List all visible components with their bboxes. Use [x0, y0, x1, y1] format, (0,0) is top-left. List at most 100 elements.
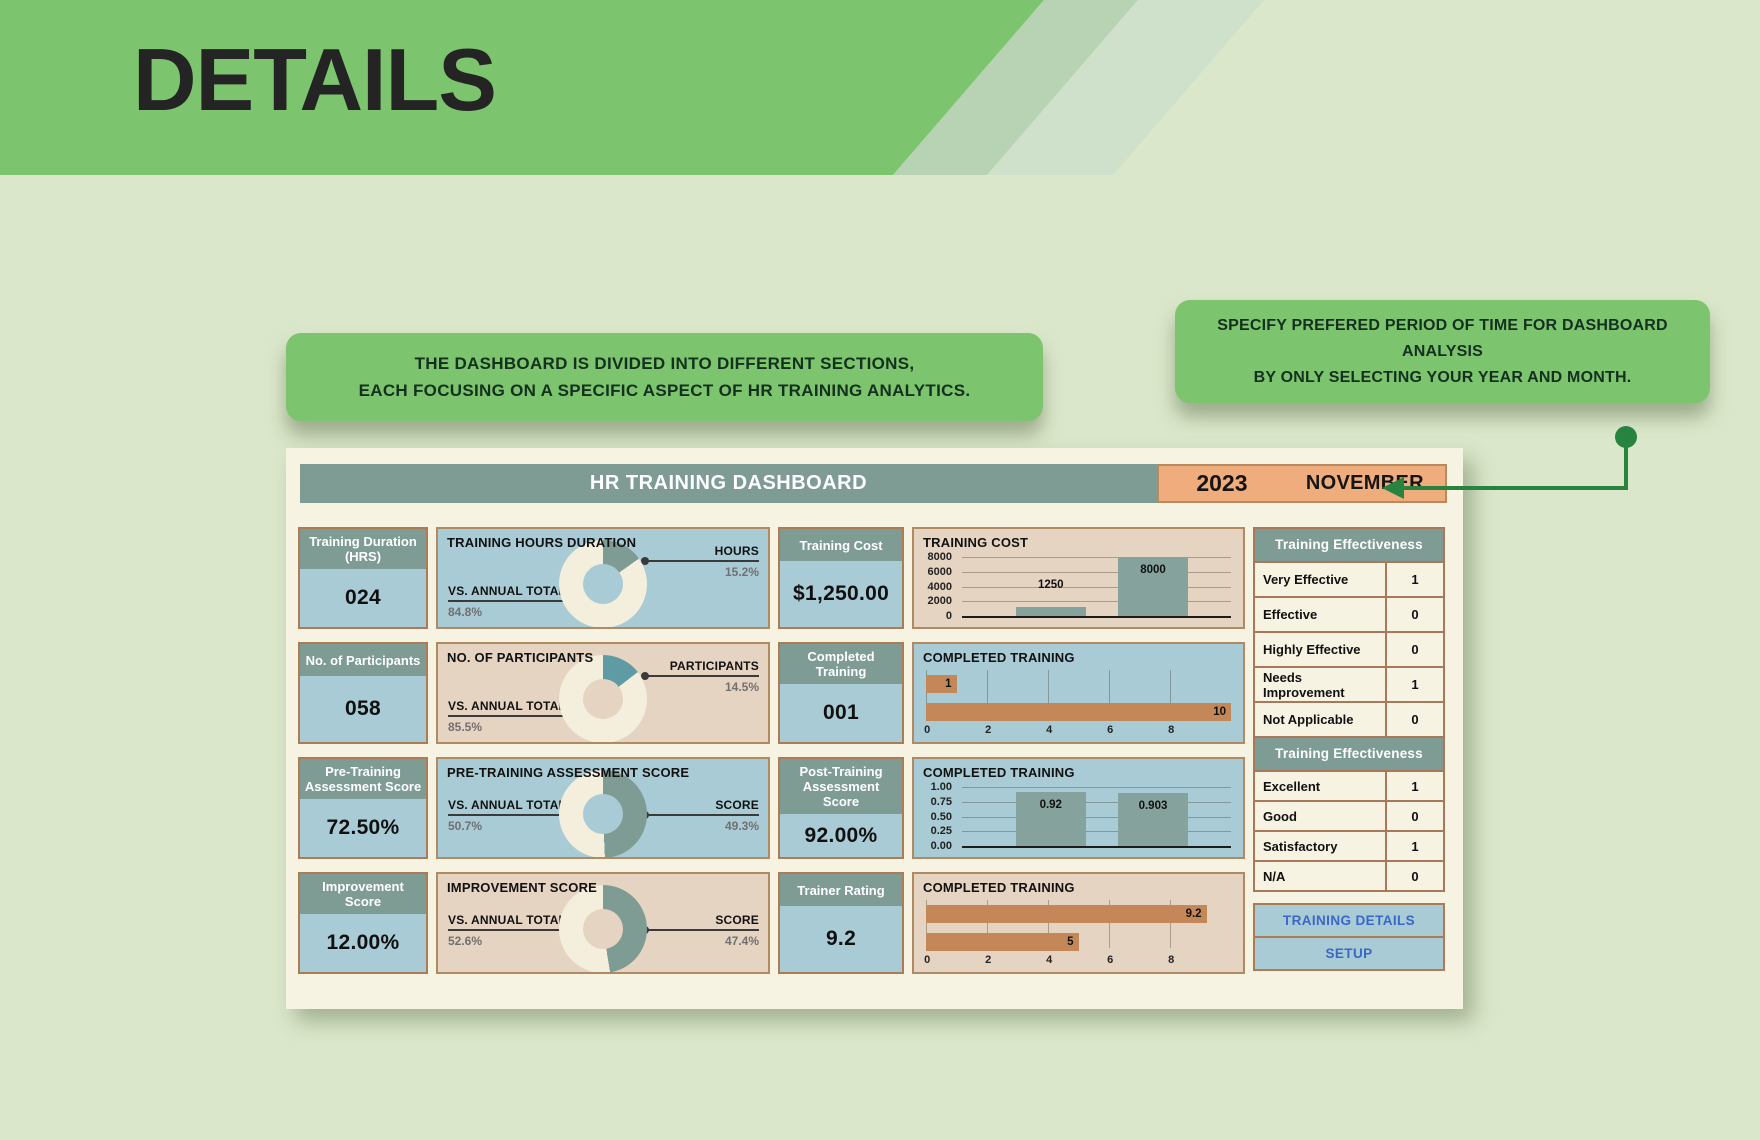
- table-row: Needs Improvement 1: [1255, 666, 1443, 701]
- table-header: Training Effectiveness: [1255, 738, 1443, 770]
- page-title: DETAILS: [133, 30, 497, 129]
- chart-completed-training-2: COMPLETED TRAINING 1.00 0.75 0.50 0.25 0.00 …: [912, 757, 1245, 859]
- connector-horizontal-line: [1398, 486, 1628, 490]
- kpi-completed-training: Completed Training 001: [778, 642, 904, 744]
- leader-dot-icon: [640, 557, 649, 565]
- kpi-label: Post-Training Assessment Score: [780, 759, 902, 814]
- table-row: Not Applicable 0: [1255, 701, 1443, 736]
- kpi-value: 92.00%: [804, 823, 878, 847]
- donut-callout-hours: HOURS 15.2%: [640, 544, 759, 579]
- dashboard-title: HR TRAINING DASHBOARD: [300, 464, 1157, 503]
- table-row: Excellent 1: [1255, 770, 1443, 800]
- kpi-label: Pre-Training Assessment Score: [300, 759, 426, 799]
- chart-title: IMPROVEMENT SCORE: [447, 880, 598, 895]
- kpi-label: Trainer Rating: [780, 874, 902, 906]
- kpi-training-cost: Training Cost $ 1,250.00: [778, 527, 904, 629]
- leader-dot-icon: [640, 672, 649, 680]
- y-axis: 8000 6000 4000 2000 0: [927, 551, 952, 622]
- connector-dot: [1615, 426, 1637, 448]
- donut-callout-participants: PARTICIPANTS 14.5%: [640, 659, 759, 694]
- month-select[interactable]: NOVEMBER: [1305, 472, 1424, 494]
- dashboard-body: Training Duration (HRS) 024 TRAINING HOU…: [298, 527, 1445, 974]
- kpi-value: 058: [345, 697, 381, 720]
- chart-training-cost: TRAINING COST 8000 6000 4000 2000 0 1250 8000: [912, 527, 1245, 629]
- callout-left-line2: EACH FOCUSING ON A SPECIFIC ASPECT OF HR…: [358, 381, 971, 400]
- currency-symbol: $: [793, 582, 805, 605]
- donut-chart: [559, 885, 647, 972]
- kpi-value: 024: [345, 586, 381, 609]
- setup-button[interactable]: SETUP: [1255, 936, 1443, 969]
- table-row: Highly Effective 0: [1255, 631, 1443, 666]
- kpi-value: 9.2: [825, 927, 857, 950]
- action-buttons: TRAINING DETAILS SETUP: [1253, 903, 1445, 971]
- kpi-value: 72.50%: [326, 816, 400, 839]
- kpi-trainer-rating: Trainer Rating 9.2: [778, 872, 904, 974]
- table-row: N/A 0: [1255, 860, 1443, 890]
- table-header: Training Effectiveness: [1255, 529, 1443, 561]
- table-row: Very Effective 1: [1255, 561, 1443, 596]
- donut-chart: [559, 540, 647, 627]
- chart-title: COMPLETED TRAINING: [923, 765, 1075, 780]
- training-effectiveness-table-2: Training Effectiveness Excellent 1 Good …: [1253, 738, 1445, 892]
- chart-title: PRE-TRAINING ASSESSMENT SCORE: [447, 765, 690, 780]
- y-axis: 1.00 0.75 0.50 0.25 0.00: [930, 781, 952, 852]
- kpi-label: No. of Participants: [300, 644, 426, 676]
- chart-title: TRAINING COST: [923, 535, 1029, 550]
- hr-training-dashboard-panel: HR TRAINING DASHBOARD 2023 NOVEMBER Trai…: [286, 448, 1463, 1009]
- donut-callout-annual-total: VS. ANNUAL TOTAL 52.6%: [448, 913, 574, 948]
- chart-title: NO. OF PARTICIPANTS: [447, 650, 594, 665]
- chart-participants: NO. OF PARTICIPANTS PARTICIPANTS 14.5% V…: [436, 642, 770, 744]
- plot-area: 1 10: [926, 670, 1231, 721]
- donut-chart: [559, 770, 647, 857]
- kpi-label: Training Cost: [780, 529, 902, 561]
- top-banner: [0, 0, 1760, 175]
- table-row: Effective 0: [1255, 596, 1443, 631]
- connector-vertical-line: [1624, 440, 1628, 490]
- callout-dashboard-sections: THE DASHBOARD IS DIVIDED INTO DIFFERENT …: [286, 333, 1043, 421]
- dashboard-header: HR TRAINING DASHBOARD 2023 NOVEMBER: [300, 464, 1447, 503]
- chart-improvement-score: IMPROVEMENT SCORE SCORE 47.4% VS. ANNUAL…: [436, 872, 770, 974]
- kpi-label: Improvement Score: [300, 874, 426, 914]
- callout-right-line2: BY ONLY SELECTING YOUR YEAR AND MONTH.: [1253, 368, 1632, 386]
- kpi-participants: No. of Participants 058: [298, 642, 428, 744]
- kpi-value: 12.00%: [326, 931, 400, 954]
- training-details-button[interactable]: TRAINING DETAILS: [1255, 905, 1443, 936]
- callout-right-line1: SPECIFY PREFERED PERIOD OF TIME FOR DASH…: [1217, 316, 1668, 360]
- effectiveness-column: Training Effectiveness Very Effective 1 …: [1253, 527, 1445, 974]
- banner-green-shape: [0, 0, 1044, 175]
- kpi-value: 001: [823, 701, 859, 724]
- kpi-post-training-score: Post-Training Assessment Score 92.00%: [778, 757, 904, 859]
- donut-callout-annual-total: VS. ANNUAL TOTAL 50.7%: [448, 798, 574, 833]
- donut-callout-score: SCORE 49.3%: [640, 798, 759, 833]
- connector-arrow-icon: [1382, 477, 1404, 499]
- chart-title: COMPLETED TRAINING: [923, 880, 1075, 895]
- table-row: Satisfactory 1: [1255, 830, 1443, 860]
- chart-title: COMPLETED TRAINING: [923, 650, 1075, 665]
- plot-area: 1250 8000: [962, 557, 1231, 618]
- donut-callout-score: SCORE 47.4%: [640, 913, 759, 948]
- donut-callout-annual-total: VS. ANNUAL TOTAL 85.5%: [448, 699, 574, 734]
- kpi-improvement-score: Improvement Score 12.00%: [298, 872, 428, 974]
- chart-pre-training-score: PRE-TRAINING ASSESSMENT SCORE SCORE 49.3…: [436, 757, 770, 859]
- plot-area: 0.92 0.903: [962, 787, 1231, 848]
- chart-title: TRAINING HOURS DURATION: [447, 535, 637, 550]
- chart-training-hours-duration: TRAINING HOURS DURATION HOURS 15.2% VS. …: [436, 527, 770, 629]
- cost-amount: 1,250.00: [804, 582, 890, 605]
- kpi-training-duration: Training Duration (HRS) 024: [298, 527, 428, 629]
- kpi-value: $ 1,250.00: [780, 561, 902, 627]
- table-row: Good 0: [1255, 800, 1443, 830]
- donut-callout-annual-total: VS. ANNUAL TOTAL 84.8%: [448, 584, 574, 619]
- kpi-pre-training-score: Pre-Training Assessment Score 72.50%: [298, 757, 428, 859]
- year-select[interactable]: 2023: [1196, 470, 1248, 496]
- donut-chart: [559, 655, 647, 742]
- kpi-label: Training Duration (HRS): [300, 529, 426, 569]
- training-effectiveness-table-1: Training Effectiveness Very Effective 1 …: [1253, 527, 1445, 738]
- kpi-label: Completed Training: [780, 644, 902, 684]
- callout-left-line1: THE DASHBOARD IS DIVIDED INTO DIFFERENT …: [414, 354, 915, 373]
- plot-area: 9.2 5: [926, 900, 1231, 951]
- callout-period-selection: SPECIFY PREFERED PERIOD OF TIME FOR DASH…: [1175, 300, 1710, 403]
